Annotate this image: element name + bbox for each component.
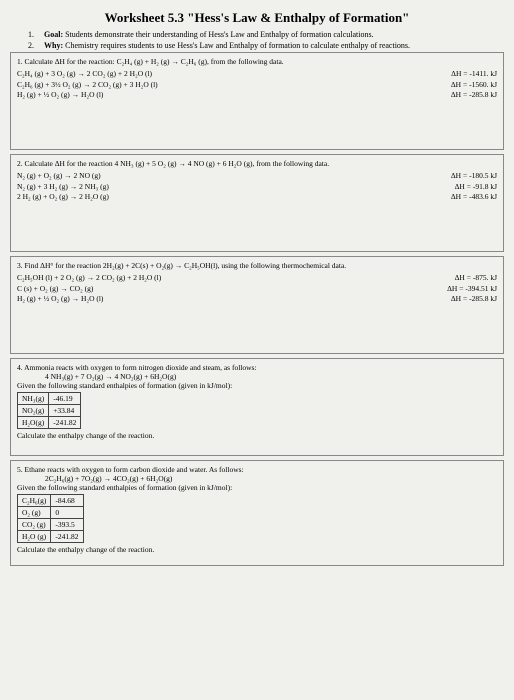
p3-dh1: ΔH = -875. kJ (455, 273, 497, 284)
p5-prompt: 5. Ethane reacts with oxygen to form car… (17, 465, 497, 474)
p4-t01: -46.19 (49, 393, 81, 405)
p4-given: Given the following standard enthalpies … (17, 381, 497, 390)
p1-dh3: ΔH = -285.8 kJ (451, 90, 497, 101)
p4-t21: -241.82 (49, 417, 81, 429)
why-num: 2. (28, 41, 42, 50)
p1-eq1: C₂H₄ (g) + 3 O₂ (g) → 2 CO₂ (g) + 2 H₂O … (17, 69, 152, 80)
p2-eq1: N₂ (g) + O₂ (g) → 2 NO (g) (17, 171, 101, 182)
problem-4: 4. Ammonia reacts with oxygen to form ni… (10, 358, 504, 456)
p4-t10: NO₂(g) (18, 405, 49, 417)
goal-text: Students demonstrate their understanding… (65, 30, 373, 39)
problem-2: 2. Calculate ΔH for the reaction 4 NH₃ (… (10, 154, 504, 252)
p5-rxn: 2C₂H₆(g) + 7O₂(g) → 4CO₂(g) + 6H₂O(g) (45, 474, 497, 483)
p5-t11: 0 (51, 507, 83, 519)
problem-3: 3. Find ΔH° for the reaction 2H₂(g) + 2C… (10, 256, 504, 354)
p5-given: Given the following standard enthalpies … (17, 483, 497, 492)
p4-t20: H₂O(g) (18, 417, 49, 429)
p4-rxn: 4 NH₃(g) + 7 O₂(g) → 4 NO₂(g) + 6H₂O(g) (45, 372, 497, 381)
p3-eq3: H₂ (g) + ½ O₂ (g) → H₂O (l) (17, 294, 103, 305)
p5-calc: Calculate the enthalpy change of the rea… (17, 545, 497, 554)
p4-calc: Calculate the enthalpy change of the rea… (17, 431, 497, 440)
p2-dh1: ΔH = -180.5 kJ (451, 171, 497, 182)
p1-eq2: C₂H₆ (g) + 3½ O₂ (g) → 2 CO₂ (g) + 3 H₂O… (17, 80, 158, 91)
p5-t30: H₂O (g) (18, 531, 51, 543)
p5-t21: -393.5 (51, 519, 83, 531)
p3-dh2: ΔH = -394.51 kJ (447, 284, 497, 295)
problem-1: 1. Calculate ΔH for the reaction: C₂H₄ (… (10, 52, 504, 150)
p2-dh3: ΔH = -483.6 kJ (451, 192, 497, 203)
p5-t01: -84.68 (51, 495, 83, 507)
p1-dh1: ΔH = -1411. kJ (451, 69, 497, 80)
p4-prompt: 4. Ammonia reacts with oxygen to form ni… (17, 363, 497, 372)
goal-num: 1. (28, 30, 42, 39)
why-line: 2. Why: Chemistry requires students to u… (28, 41, 504, 50)
why-text: Chemistry requires students to use Hess'… (65, 41, 410, 50)
p5-t10: O₂ (g) (18, 507, 51, 519)
p4-table: NH₃(g)-46.19 NO₂(g)+33.84 H₂O(g)-241.82 (17, 392, 81, 429)
worksheet: Worksheet 5.3 "Hess's Law & Enthalpy of … (0, 0, 514, 700)
p1-dh2: ΔH = -1560. kJ (451, 80, 497, 91)
p3-eq1: C₂H₅OH (l) + 2 O₂ (g) → 2 CO₂ (g) + 2 H₂… (17, 273, 161, 284)
p3-eq2: C (s) + O₂ (g) → CO₂ (g) (17, 284, 93, 295)
problem-5: 5. Ethane reacts with oxygen to form car… (10, 460, 504, 566)
p5-t00: C₂H₆(g) (18, 495, 51, 507)
p5-t31: -241.82 (51, 531, 83, 543)
goal-label: Goal: (44, 30, 63, 39)
p2-dh2: ΔH = -91.8 kJ (455, 182, 497, 193)
p3-dh3: ΔH = -285.8 kJ (451, 294, 497, 305)
p4-t11: +33.84 (49, 405, 81, 417)
p1-prompt: 1. Calculate ΔH for the reaction: C₂H₄ (… (17, 57, 497, 66)
p5-t20: CO₂ (g) (18, 519, 51, 531)
p1-eq3: H₂ (g) + ½ O₂ (g) → H₂O (l) (17, 90, 103, 101)
p3-prompt: 3. Find ΔH° for the reaction 2H₂(g) + 2C… (17, 261, 497, 270)
why-label: Why: (44, 41, 63, 50)
goal-line: 1. Goal: Students demonstrate their unde… (28, 30, 504, 39)
worksheet-title: Worksheet 5.3 "Hess's Law & Enthalpy of … (10, 10, 504, 26)
p2-prompt: 2. Calculate ΔH for the reaction 4 NH₃ (… (17, 159, 497, 168)
p2-eq3: 2 H₂ (g) + O₂ (g) → 2 H₂O (g) (17, 192, 109, 203)
p5-table: C₂H₆(g)-84.68 O₂ (g)0 CO₂ (g)-393.5 H₂O … (17, 494, 84, 543)
p2-eq2: N₂ (g) + 3 H₂ (g) → 2 NH₃ (g) (17, 182, 109, 193)
p4-t00: NH₃(g) (18, 393, 49, 405)
